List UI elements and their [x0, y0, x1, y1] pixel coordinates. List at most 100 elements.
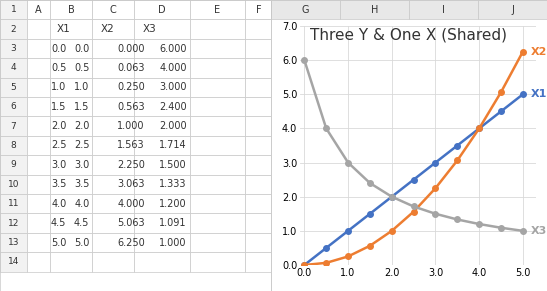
Text: X2: X2 [531, 47, 547, 57]
Text: 0.000: 0.000 [118, 43, 145, 54]
Text: 1.500: 1.500 [159, 160, 187, 170]
FancyBboxPatch shape [27, 194, 50, 213]
FancyBboxPatch shape [27, 19, 50, 39]
FancyBboxPatch shape [134, 213, 189, 233]
Text: 4.0: 4.0 [74, 199, 89, 209]
Text: 5.0: 5.0 [74, 237, 89, 248]
FancyBboxPatch shape [0, 155, 27, 175]
FancyBboxPatch shape [92, 78, 134, 97]
FancyBboxPatch shape [245, 78, 272, 97]
Text: 3.0: 3.0 [51, 160, 66, 170]
FancyBboxPatch shape [0, 136, 27, 155]
Text: 13: 13 [8, 238, 19, 247]
FancyBboxPatch shape [245, 136, 272, 155]
FancyBboxPatch shape [189, 213, 245, 233]
FancyBboxPatch shape [0, 213, 27, 233]
Text: X2: X2 [101, 24, 114, 34]
FancyBboxPatch shape [245, 19, 272, 39]
Text: 3.000: 3.000 [159, 82, 187, 92]
FancyBboxPatch shape [0, 78, 27, 97]
FancyBboxPatch shape [134, 155, 189, 175]
FancyBboxPatch shape [27, 155, 50, 175]
FancyBboxPatch shape [92, 155, 134, 175]
Text: 1.091: 1.091 [159, 218, 187, 228]
Text: 0.063: 0.063 [118, 63, 145, 73]
FancyBboxPatch shape [0, 175, 27, 194]
FancyBboxPatch shape [50, 97, 92, 116]
Text: 3.0: 3.0 [74, 160, 89, 170]
FancyBboxPatch shape [245, 116, 272, 136]
Text: 4.5: 4.5 [51, 218, 66, 228]
FancyBboxPatch shape [92, 175, 134, 194]
Text: X1: X1 [531, 89, 547, 99]
Text: 4.0: 4.0 [51, 199, 66, 209]
Text: 6.000: 6.000 [159, 43, 187, 54]
Text: E: E [214, 5, 220, 15]
FancyBboxPatch shape [189, 39, 245, 58]
FancyBboxPatch shape [92, 19, 134, 39]
Text: 1.333: 1.333 [159, 179, 187, 189]
FancyBboxPatch shape [340, 0, 409, 19]
FancyBboxPatch shape [245, 39, 272, 58]
FancyBboxPatch shape [27, 213, 50, 233]
FancyBboxPatch shape [134, 175, 189, 194]
FancyBboxPatch shape [50, 78, 92, 97]
FancyBboxPatch shape [92, 0, 134, 19]
Text: 1: 1 [10, 5, 16, 14]
Text: 1.000: 1.000 [159, 237, 187, 248]
FancyBboxPatch shape [134, 136, 189, 155]
Text: 6.250: 6.250 [117, 237, 145, 248]
FancyBboxPatch shape [189, 58, 245, 78]
FancyBboxPatch shape [27, 175, 50, 194]
FancyBboxPatch shape [50, 175, 92, 194]
Text: 2.5: 2.5 [51, 141, 66, 150]
FancyBboxPatch shape [50, 116, 92, 136]
FancyBboxPatch shape [92, 58, 134, 78]
FancyBboxPatch shape [92, 97, 134, 116]
Text: 6: 6 [10, 102, 16, 111]
FancyBboxPatch shape [50, 213, 92, 233]
Text: 3.5: 3.5 [74, 179, 89, 189]
FancyBboxPatch shape [27, 97, 50, 116]
Text: 2.250: 2.250 [117, 160, 145, 170]
Text: 1.0: 1.0 [74, 82, 89, 92]
FancyBboxPatch shape [134, 252, 189, 272]
FancyBboxPatch shape [92, 39, 134, 58]
FancyBboxPatch shape [245, 194, 272, 213]
Text: 0.0: 0.0 [74, 43, 89, 54]
FancyBboxPatch shape [27, 0, 50, 19]
FancyBboxPatch shape [0, 97, 27, 116]
FancyBboxPatch shape [189, 136, 245, 155]
FancyBboxPatch shape [134, 116, 189, 136]
FancyBboxPatch shape [0, 0, 27, 19]
FancyBboxPatch shape [245, 252, 272, 272]
FancyBboxPatch shape [245, 0, 272, 19]
FancyBboxPatch shape [271, 0, 340, 19]
FancyBboxPatch shape [189, 155, 245, 175]
Text: 11: 11 [8, 199, 19, 208]
Text: 14: 14 [8, 258, 19, 266]
Text: J: J [511, 5, 514, 15]
FancyBboxPatch shape [50, 0, 92, 19]
Text: 3.063: 3.063 [118, 179, 145, 189]
FancyBboxPatch shape [27, 39, 50, 58]
Text: 1.5: 1.5 [74, 102, 89, 112]
FancyBboxPatch shape [92, 194, 134, 213]
FancyBboxPatch shape [409, 0, 478, 19]
Text: 1.563: 1.563 [117, 141, 145, 150]
FancyBboxPatch shape [134, 39, 189, 58]
Text: X3: X3 [142, 24, 156, 34]
FancyBboxPatch shape [189, 0, 245, 19]
FancyBboxPatch shape [134, 78, 189, 97]
FancyBboxPatch shape [0, 19, 27, 39]
FancyBboxPatch shape [134, 58, 189, 78]
FancyBboxPatch shape [189, 97, 245, 116]
Text: 1.000: 1.000 [118, 121, 145, 131]
FancyBboxPatch shape [245, 58, 272, 78]
Text: 4.000: 4.000 [159, 63, 187, 73]
FancyBboxPatch shape [134, 0, 189, 19]
FancyBboxPatch shape [27, 136, 50, 155]
FancyBboxPatch shape [0, 116, 27, 136]
Text: X1: X1 [56, 24, 70, 34]
Text: G: G [301, 5, 309, 15]
